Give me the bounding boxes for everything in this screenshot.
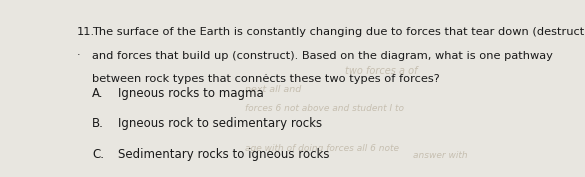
- Text: Sedimentary rocks to igneous rocks: Sedimentary rocks to igneous rocks: [118, 148, 329, 161]
- Text: The surface of the Earth is constantly changing due to forces that tear down (de: The surface of the Earth is constantly c…: [92, 27, 585, 37]
- Text: 11.: 11.: [77, 27, 95, 37]
- Text: B.: B.: [92, 117, 104, 130]
- Text: answer with: answer with: [413, 151, 468, 160]
- Text: A.: A.: [92, 87, 104, 100]
- Text: age with of doing forces all 6 note: age with of doing forces all 6 note: [246, 144, 400, 153]
- Text: ·: ·: [77, 51, 80, 61]
- Text: and forces that build up (construct). Based on the diagram, what is one pathway: and forces that build up (construct). Ba…: [92, 51, 553, 61]
- Text: forces 6 not above and student I to: forces 6 not above and student I to: [246, 104, 404, 113]
- Text: Igneous rock to sedimentary rocks: Igneous rock to sedimentary rocks: [118, 117, 322, 130]
- Text: two forces a of: two forces a of: [345, 66, 418, 76]
- Text: C.: C.: [92, 148, 104, 161]
- Text: next all and: next all and: [246, 85, 302, 94]
- Text: between rock types that connėcts these two types of forces?: between rock types that connėcts these t…: [92, 74, 440, 84]
- Text: Igneous rocks to magma: Igneous rocks to magma: [118, 87, 263, 100]
